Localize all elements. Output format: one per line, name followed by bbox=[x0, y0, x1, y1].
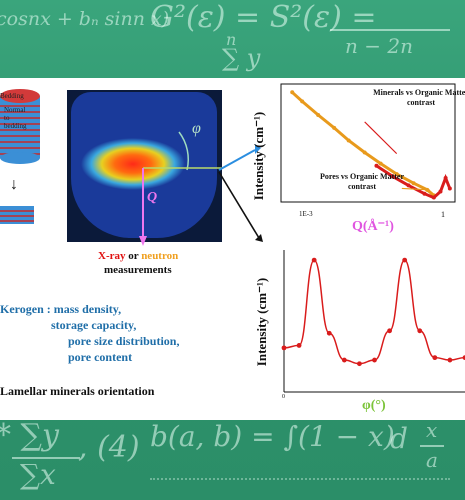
chart2-point bbox=[341, 357, 347, 363]
formula-frac-bar bbox=[330, 29, 450, 31]
normal-to-bedding-label: Normal to bedding bbox=[4, 106, 27, 130]
chart1-series-2-point bbox=[447, 186, 452, 191]
chart1-series-2-point bbox=[390, 174, 395, 179]
chart2-xlabel: φ(°) bbox=[362, 398, 386, 413]
chart1-series-2-point bbox=[443, 175, 448, 180]
chart1-xtick-2: 1 bbox=[441, 210, 445, 219]
chart1-xtick-1: 1E-3 bbox=[299, 210, 313, 218]
chart1-series-1-point bbox=[411, 181, 416, 186]
chart1-series-2-point bbox=[422, 191, 427, 196]
chart1-series-1-point bbox=[316, 112, 321, 117]
kerogen-line-4: pore content bbox=[68, 350, 133, 364]
chart2-svg bbox=[281, 250, 465, 393]
lamellar-label: Lamellar minerals orientation bbox=[0, 384, 155, 398]
chart1-annotation-arrow-2 bbox=[401, 187, 430, 191]
chart2-point bbox=[296, 343, 302, 348]
down-arrow-icon: ↓ bbox=[10, 176, 18, 193]
chart2-point bbox=[326, 330, 332, 336]
formula-bottom-tuple: , (4) bbox=[78, 430, 140, 465]
chart1-frame bbox=[280, 83, 456, 203]
chart2-point bbox=[462, 355, 465, 361]
chalk-scribble bbox=[150, 478, 450, 494]
chart1-series-1-point bbox=[394, 172, 399, 177]
chart-intensity-q: Intensity (cm⁻¹) Q(Å⁻¹) 1E-3 1 Minerals … bbox=[251, 78, 465, 238]
bedding-label: Bedding bbox=[0, 92, 24, 100]
formula-sum-index: n bbox=[226, 30, 237, 49]
chart1-series-2-point bbox=[438, 189, 443, 194]
sample-cylinder bbox=[0, 89, 40, 224]
chart1-series-1-point bbox=[378, 161, 383, 166]
chart1-series-1-point bbox=[332, 125, 337, 130]
formula-bottom-frac-bar bbox=[12, 457, 80, 459]
measurement-type: X-ray or neutron bbox=[98, 250, 178, 262]
measurements-label: measurements bbox=[104, 264, 172, 276]
chart2-point bbox=[311, 257, 317, 263]
chart1-ylabel: Intensity (cm⁻¹) bbox=[251, 111, 267, 201]
chart2-point bbox=[387, 328, 392, 334]
chart1-xlabel: Q(Å⁻¹) bbox=[352, 219, 394, 234]
chart2-point bbox=[281, 345, 287, 351]
formula-top-left: cosnx + bₙ sinn x) bbox=[0, 8, 170, 30]
chart1-series-2-line bbox=[375, 164, 452, 200]
connector-arrows bbox=[218, 144, 263, 242]
chart2-point bbox=[417, 328, 423, 334]
chart2-ylabel: Intensity (cm⁻¹) bbox=[254, 277, 270, 367]
formula-bottom-right: d bbox=[390, 422, 408, 455]
formula-bottom-mid: b(a, b) = ∫(1 − x) bbox=[150, 420, 395, 453]
chart2-point bbox=[432, 355, 438, 361]
chart2-point bbox=[372, 357, 377, 363]
or-label: or bbox=[125, 250, 142, 262]
chart1-series-1-point bbox=[300, 99, 305, 104]
chart1-svg bbox=[280, 83, 456, 203]
neutron-label: neutron bbox=[141, 250, 179, 262]
chart2-xtick-1: 0 bbox=[282, 394, 285, 400]
formula-bottom-frac-num: x bbox=[426, 418, 438, 442]
chart1-series-1-point bbox=[346, 138, 351, 143]
chart1-series-2-point bbox=[374, 163, 379, 168]
chart1-series-1-point bbox=[362, 150, 367, 155]
formula-frac-den: n − 2n bbox=[345, 34, 413, 58]
detector-overlay bbox=[139, 131, 222, 246]
formula-bottom-left-den: ∑x bbox=[20, 458, 56, 491]
xray-label: X-ray bbox=[98, 250, 126, 262]
chart1-annotation-2: Pores vs Organic Matter contrast bbox=[319, 172, 405, 191]
q-label: Q bbox=[147, 190, 158, 205]
chart1-series-1-point bbox=[290, 90, 295, 95]
chart1-annotation-1: Minerals vs Organic Matter contrast bbox=[373, 88, 465, 107]
kerogen-line-2: storage capacity, bbox=[51, 318, 137, 332]
formula-bottom-frac-bar2 bbox=[420, 445, 444, 447]
kerogen-line-1: Kerogen : mass density, bbox=[0, 302, 122, 316]
formula-bottom-left: * ∑y bbox=[0, 418, 59, 453]
chart2-point bbox=[357, 361, 362, 367]
detector-image bbox=[67, 90, 222, 242]
chart1-series-2-point bbox=[406, 183, 411, 188]
chart2-point bbox=[402, 257, 408, 263]
kerogen-line-3: pore size distribution, bbox=[68, 334, 180, 348]
formula-bottom-frac-den: a bbox=[426, 448, 438, 472]
chart1-series-2-point bbox=[431, 195, 436, 200]
chart2-series-line bbox=[283, 259, 465, 365]
formula-sum: ∑ y bbox=[222, 44, 261, 72]
phi-label: φ bbox=[192, 120, 201, 137]
chart2-point bbox=[447, 357, 453, 363]
chart-intensity-phi: Intensity (cm⁻¹) 0 φ(°) bbox=[254, 248, 465, 420]
chart1-annotation-arrow-1 bbox=[364, 121, 398, 155]
